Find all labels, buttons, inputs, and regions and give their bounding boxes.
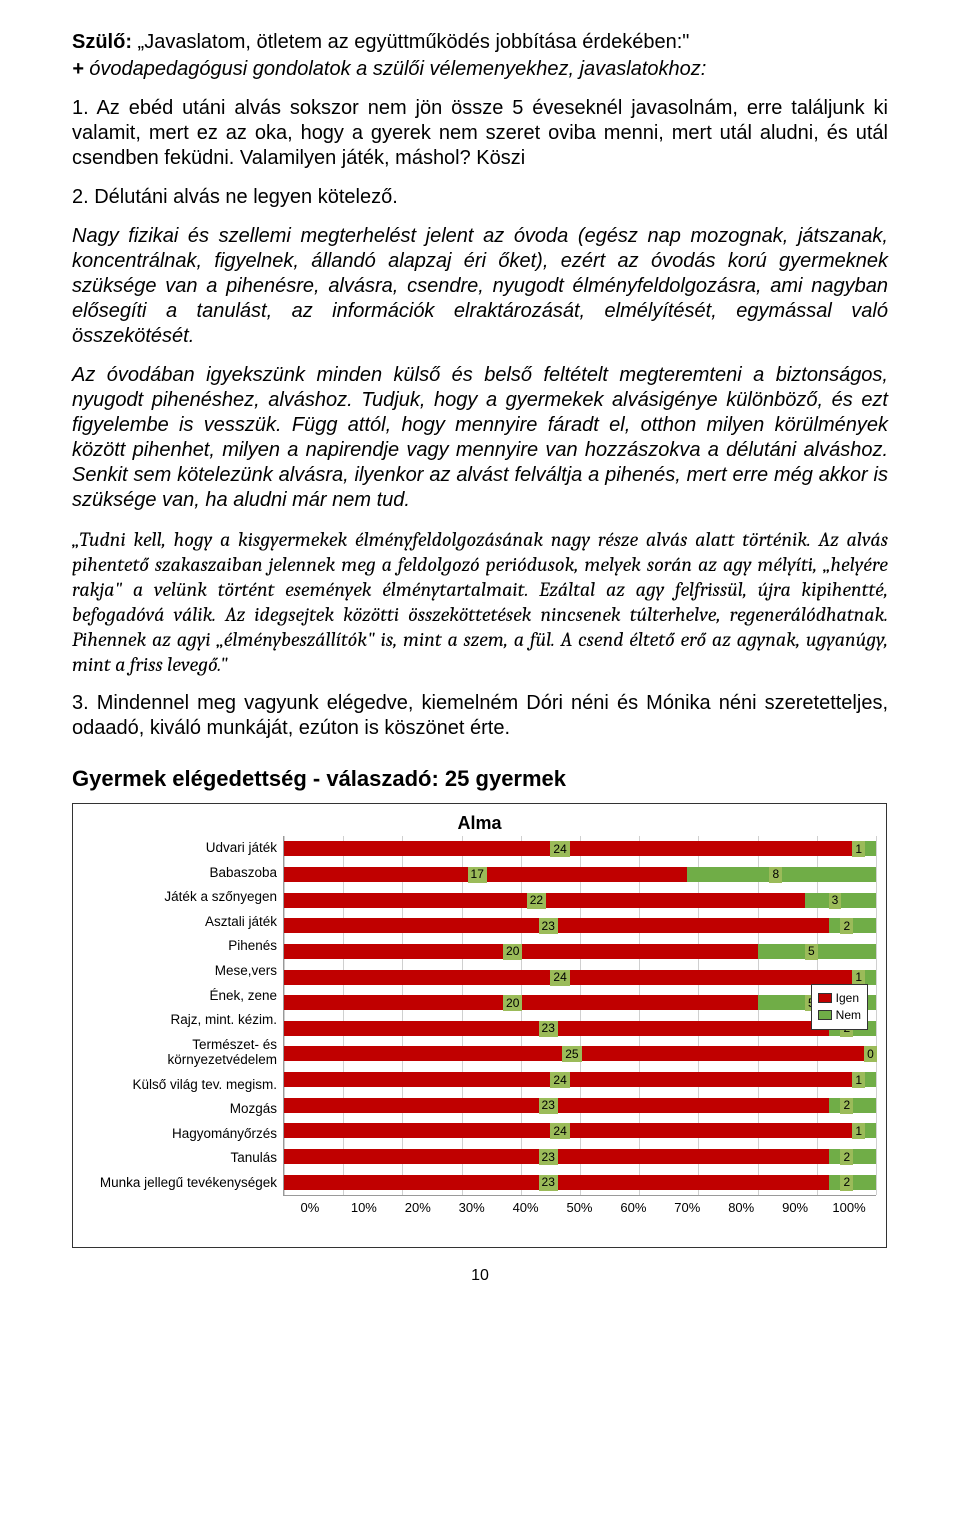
chart-category-label: Természet- és környezetvédelem <box>83 1038 277 1068</box>
header-line2: + óvodapedagógusi gondolatok a szülői vé… <box>72 57 888 82</box>
bar-value-igen: 23 <box>539 1021 558 1037</box>
response-p2: Az óvodában igyekszünk minden külső és b… <box>72 363 888 513</box>
chart-bar-row: 24 1 <box>284 1123 876 1138</box>
bar-value-igen: 24 <box>550 841 569 857</box>
chart-bar-row: 17 8 <box>284 867 876 882</box>
chart-container: Alma Udvari játék Babaszoba Játék a szőnye… <box>72 803 887 1248</box>
bar-value-nem: 0 <box>864 1046 877 1062</box>
bar-value-igen: 23 <box>539 1175 558 1191</box>
chart-y-labels: Udvari játék Babaszoba Játék a szőnyegen As… <box>83 836 283 1196</box>
chart-bar-row: 241 <box>284 970 876 985</box>
chart-bar-row: 205 <box>284 995 876 1010</box>
chart-category-label: Játék a szőnyegen <box>83 890 277 905</box>
bar-value-igen: 24 <box>550 970 569 986</box>
bar-value-igen: 23 <box>539 1098 558 1114</box>
chart-x-tick: 80% <box>714 1200 768 1216</box>
chart-category-label: Hagyományőrzés <box>83 1127 277 1142</box>
legend-row-nem: Nem <box>818 1008 861 1023</box>
chart-category-label: Asztali játék <box>83 915 277 930</box>
bar-value-igen: 25 <box>562 1046 581 1062</box>
bar-value-igen: 20 <box>503 995 522 1011</box>
chart-x-tick: 20% <box>391 1200 445 1216</box>
chart-bar-row: 24 1 <box>284 841 876 856</box>
legend-swatch-igen <box>818 993 832 1003</box>
bar-value-nem: 3 <box>829 893 842 909</box>
chart-legend: Igen Nem <box>811 984 868 1030</box>
bar-value-nem: 1 <box>852 1072 865 1088</box>
chart-bar-row: 23 2 <box>284 1149 876 1164</box>
legend-label-nem: Nem <box>836 1008 861 1023</box>
section-heading: Gyermek elégedettség - válaszadó: 25 gye… <box>72 765 888 793</box>
bar-value-nem: 5 <box>805 944 818 960</box>
chart-category-label: Munka jellegű tevékenységek <box>83 1176 277 1191</box>
chart-category-label: Tanulás <box>83 1151 277 1166</box>
bar-value-nem: 2 <box>840 1149 853 1165</box>
chart-x-tick: 30% <box>445 1200 499 1216</box>
chart-body: Udvari játék Babaszoba Játék a szőnyegen As… <box>83 836 876 1196</box>
chart-category-label: Rajz, mint. kézim. <box>83 1013 277 1028</box>
header-sub-italic: óvodapedagógusi gondolatok a szülői véle… <box>89 58 706 80</box>
chart-x-tick: 10% <box>337 1200 391 1216</box>
chart-bar-row: 20 5 <box>284 944 876 959</box>
chart-title: Alma <box>83 812 876 835</box>
response-p1: Nagy fizikai és szellemi megterhelést je… <box>72 224 888 349</box>
chart-category-label: Külső világ tev. megism. <box>83 1078 277 1093</box>
bar-value-igen: 17 <box>468 867 487 883</box>
page-number: 10 <box>72 1266 888 1286</box>
chart-category-label: Babaszoba <box>83 866 277 881</box>
chart-x-tick: 100% <box>822 1200 876 1216</box>
header-lead-text: „Javaslatom, ötletem az együttműködés jo… <box>138 31 690 53</box>
header-lead-bold: Szülő: <box>72 31 138 53</box>
bar-value-nem: 2 <box>840 918 853 934</box>
bar-value-igen: 24 <box>550 1123 569 1139</box>
bar-value-nem: 8 <box>769 867 782 883</box>
chart-x-tick: 40% <box>499 1200 553 1216</box>
chart-bar-row: 23 2 <box>284 1175 876 1190</box>
item-2: 2. Délutáni alvás ne legyen kötelező. <box>72 185 888 210</box>
chart-bar-row: 22 3 <box>284 893 876 908</box>
chart-plot: 2411782232322052412052322502412322412322… <box>283 836 876 1196</box>
chart-x-axis: 0%10%20%30%40%50%60%70%80%90%100% <box>83 1200 876 1216</box>
bar-value-igen: 20 <box>503 944 522 960</box>
legend-row-igen: Igen <box>818 991 861 1006</box>
chart-bar-row: 232 <box>284 1021 876 1036</box>
chart-category-label: Mozgás <box>83 1102 277 1117</box>
chart-x-tick: 70% <box>660 1200 714 1216</box>
chart-bar-row: 25 0 <box>284 1046 876 1061</box>
bar-value-igen: 22 <box>527 893 546 909</box>
chart-category-label: Pihenés <box>83 939 277 954</box>
chart-x-tick: 90% <box>768 1200 822 1216</box>
bar-value-nem: 2 <box>840 1175 853 1191</box>
chart-category-label: Udvari játék <box>83 841 277 856</box>
header-line1: Szülő: „Javaslatom, ötletem az együttműk… <box>72 30 888 55</box>
chart-x-tick: 60% <box>606 1200 660 1216</box>
legend-swatch-nem <box>818 1010 832 1020</box>
bar-value-nem: 1 <box>852 1123 865 1139</box>
legend-label-igen: Igen <box>836 991 859 1006</box>
chart-category-label: Ének, zene <box>83 989 277 1004</box>
item-3: 3. Mindennel meg vagyunk elégedve, kieme… <box>72 691 888 741</box>
chart-x-tick: 50% <box>553 1200 607 1216</box>
chart-bar-row: 24 1 <box>284 1072 876 1087</box>
header-sub-prefix: + <box>72 58 89 80</box>
bar-value-nem: 2 <box>840 1098 853 1114</box>
bar-value-igen: 23 <box>539 1149 558 1165</box>
bar-value-igen: 24 <box>550 1072 569 1088</box>
chart-bar-row: 23 2 <box>284 918 876 933</box>
quote-block: „Tudni kell, hogy a kisgyermekek élményf… <box>72 527 888 677</box>
chart-bar-row: 23 2 <box>284 1098 876 1113</box>
item-1: 1. Az ebéd utáni alvás sokszor nem jön ö… <box>72 96 888 171</box>
chart-bars: 2411782232322052412052322502412322412322… <box>284 836 876 1195</box>
bar-value-igen: 23 <box>539 918 558 934</box>
bar-value-nem: 1 <box>852 841 865 857</box>
chart-category-label: Mese,vers <box>83 964 277 979</box>
chart-x-tick: 0% <box>283 1200 337 1216</box>
